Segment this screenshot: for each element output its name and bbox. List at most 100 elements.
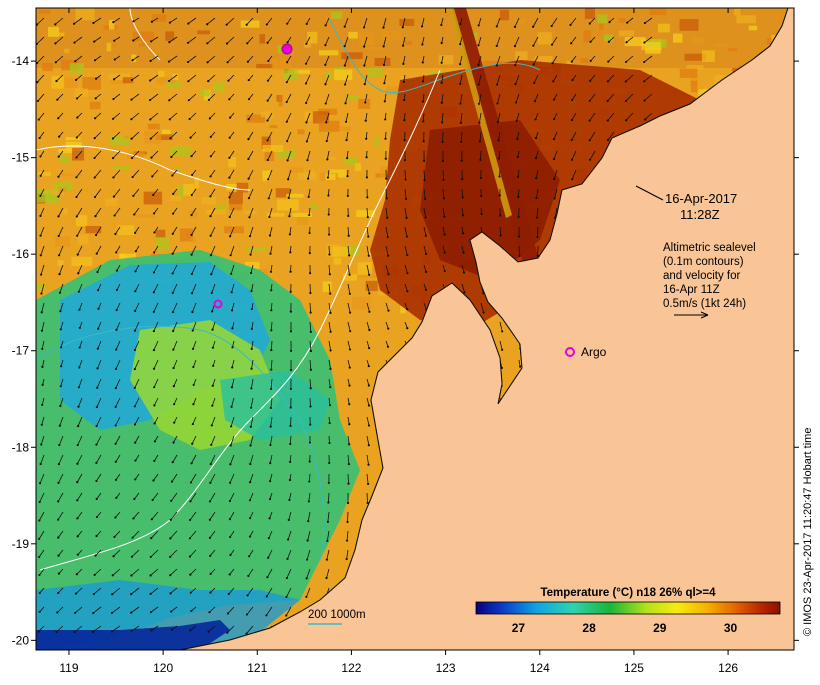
velocity-vector-head <box>38 519 40 521</box>
velocity-vector-head <box>571 99 573 101</box>
velocity-vector-head <box>344 83 346 85</box>
velocity-vector-head <box>131 556 133 558</box>
velocity-vector-head <box>150 537 152 539</box>
velocity-vector-head <box>327 501 329 503</box>
velocity-vector-head <box>479 159 481 161</box>
sst-pixel <box>380 167 387 178</box>
velocity-vector-head <box>286 101 288 103</box>
velocity-vector-head <box>441 62 443 64</box>
velocity-vector-head <box>112 176 114 178</box>
velocity-vector-head <box>425 289 427 291</box>
velocity-vector-head <box>382 27 384 29</box>
velocity-vector-head <box>229 536 231 538</box>
sst-pixel <box>319 50 338 55</box>
velocity-vector-head <box>288 519 290 521</box>
velocity-vector-head <box>516 120 518 122</box>
velocity-vector-head <box>55 631 57 633</box>
velocity-vector-head <box>112 555 114 557</box>
velocity-vector-head <box>132 537 134 539</box>
sst-pixel <box>156 237 170 249</box>
velocity-vector-head <box>39 155 41 157</box>
velocity-vector-head <box>327 176 329 178</box>
velocity-vector-head <box>286 577 288 579</box>
velocity-vector-head <box>130 593 132 595</box>
velocity-vector-head <box>307 178 309 180</box>
velocity-vector-head <box>326 540 328 542</box>
velocity-vector-head <box>92 612 94 614</box>
velocity-vector-head <box>210 273 212 275</box>
velocity-vector-head <box>247 138 249 140</box>
velocity-vector-head <box>111 593 113 595</box>
velocity-vector-head <box>211 405 213 407</box>
velocity-vector-head <box>114 214 116 216</box>
velocity-vector-head <box>285 614 287 616</box>
velocity-vector-head <box>404 159 406 161</box>
velocity-vector-head <box>150 40 152 42</box>
velocity-vector-head <box>190 481 192 483</box>
velocity-vector-head <box>626 21 628 23</box>
sst-pixel <box>728 48 738 51</box>
velocity-vector-head <box>402 26 404 28</box>
velocity-vector-head <box>535 197 537 199</box>
sst-pixel <box>170 196 182 201</box>
velocity-vector-head <box>368 404 370 406</box>
velocity-vector-head <box>266 595 268 597</box>
velocity-vector-head <box>387 236 389 238</box>
velocity-vector-head <box>93 41 95 43</box>
velocity-vector-head <box>151 21 153 23</box>
sst-pixel <box>66 137 81 140</box>
sst-pixel <box>597 14 607 23</box>
velocity-vector-head <box>571 159 573 161</box>
velocity-vector-head <box>112 137 114 139</box>
velocity-vector-head <box>441 42 443 44</box>
velocity-vector-head <box>60 365 62 367</box>
velocity-vector-head <box>553 158 555 160</box>
velocity-vector-head <box>290 330 292 332</box>
velocity-vector-head <box>96 406 98 408</box>
velocity-vector-head <box>325 121 327 123</box>
velocity-vector-head <box>518 235 520 237</box>
velocity-vector-head <box>462 232 464 234</box>
velocity-vector-head <box>349 293 351 295</box>
sst-pixel <box>76 8 95 20</box>
velocity-vector-head <box>112 98 114 100</box>
velocity-vector-head <box>406 235 408 237</box>
velocity-vector-head <box>459 23 461 25</box>
velocity-vector-head <box>305 121 307 123</box>
velocity-vector-head <box>76 481 78 483</box>
velocity-vector-head <box>130 574 132 576</box>
velocity-vector-head <box>329 312 331 314</box>
velocity-vector-head <box>514 64 516 66</box>
velocity-vector-head <box>41 348 43 350</box>
velocity-vector-head <box>74 612 76 614</box>
sst-pixel <box>334 258 342 265</box>
sst-pixel <box>279 95 283 106</box>
velocity-vector-head <box>289 271 291 273</box>
velocity-vector-head <box>149 79 151 81</box>
velocity-vector-head <box>349 348 351 350</box>
velocity-vector-head <box>41 404 43 406</box>
velocity-vector-head <box>95 443 97 445</box>
velocity-vector-head <box>151 518 153 520</box>
velocity-vector-head <box>76 136 78 138</box>
velocity-vector-head <box>463 291 465 293</box>
velocity-vector-head <box>459 102 461 104</box>
velocity-vector-head <box>115 368 117 370</box>
sst-pixel <box>277 199 299 210</box>
velocity-vector-head <box>169 574 171 576</box>
velocity-vector-head <box>114 233 116 235</box>
velocity-vector-head <box>348 235 350 237</box>
velocity-vector-head <box>286 121 288 123</box>
velocity-vector-head <box>309 272 311 274</box>
velocity-vector-head <box>192 348 194 350</box>
velocity-vector-head <box>533 82 535 84</box>
velocity-vector-head <box>57 215 59 217</box>
lon-tick-label: 126 <box>718 661 738 675</box>
velocity-vector-head <box>153 404 155 406</box>
velocity-vector-head <box>54 23 56 25</box>
velocity-vector-head <box>249 254 251 256</box>
velocity-vector-head <box>625 100 627 102</box>
sst-pixel <box>375 138 380 147</box>
velocity-vector-head <box>248 555 250 557</box>
